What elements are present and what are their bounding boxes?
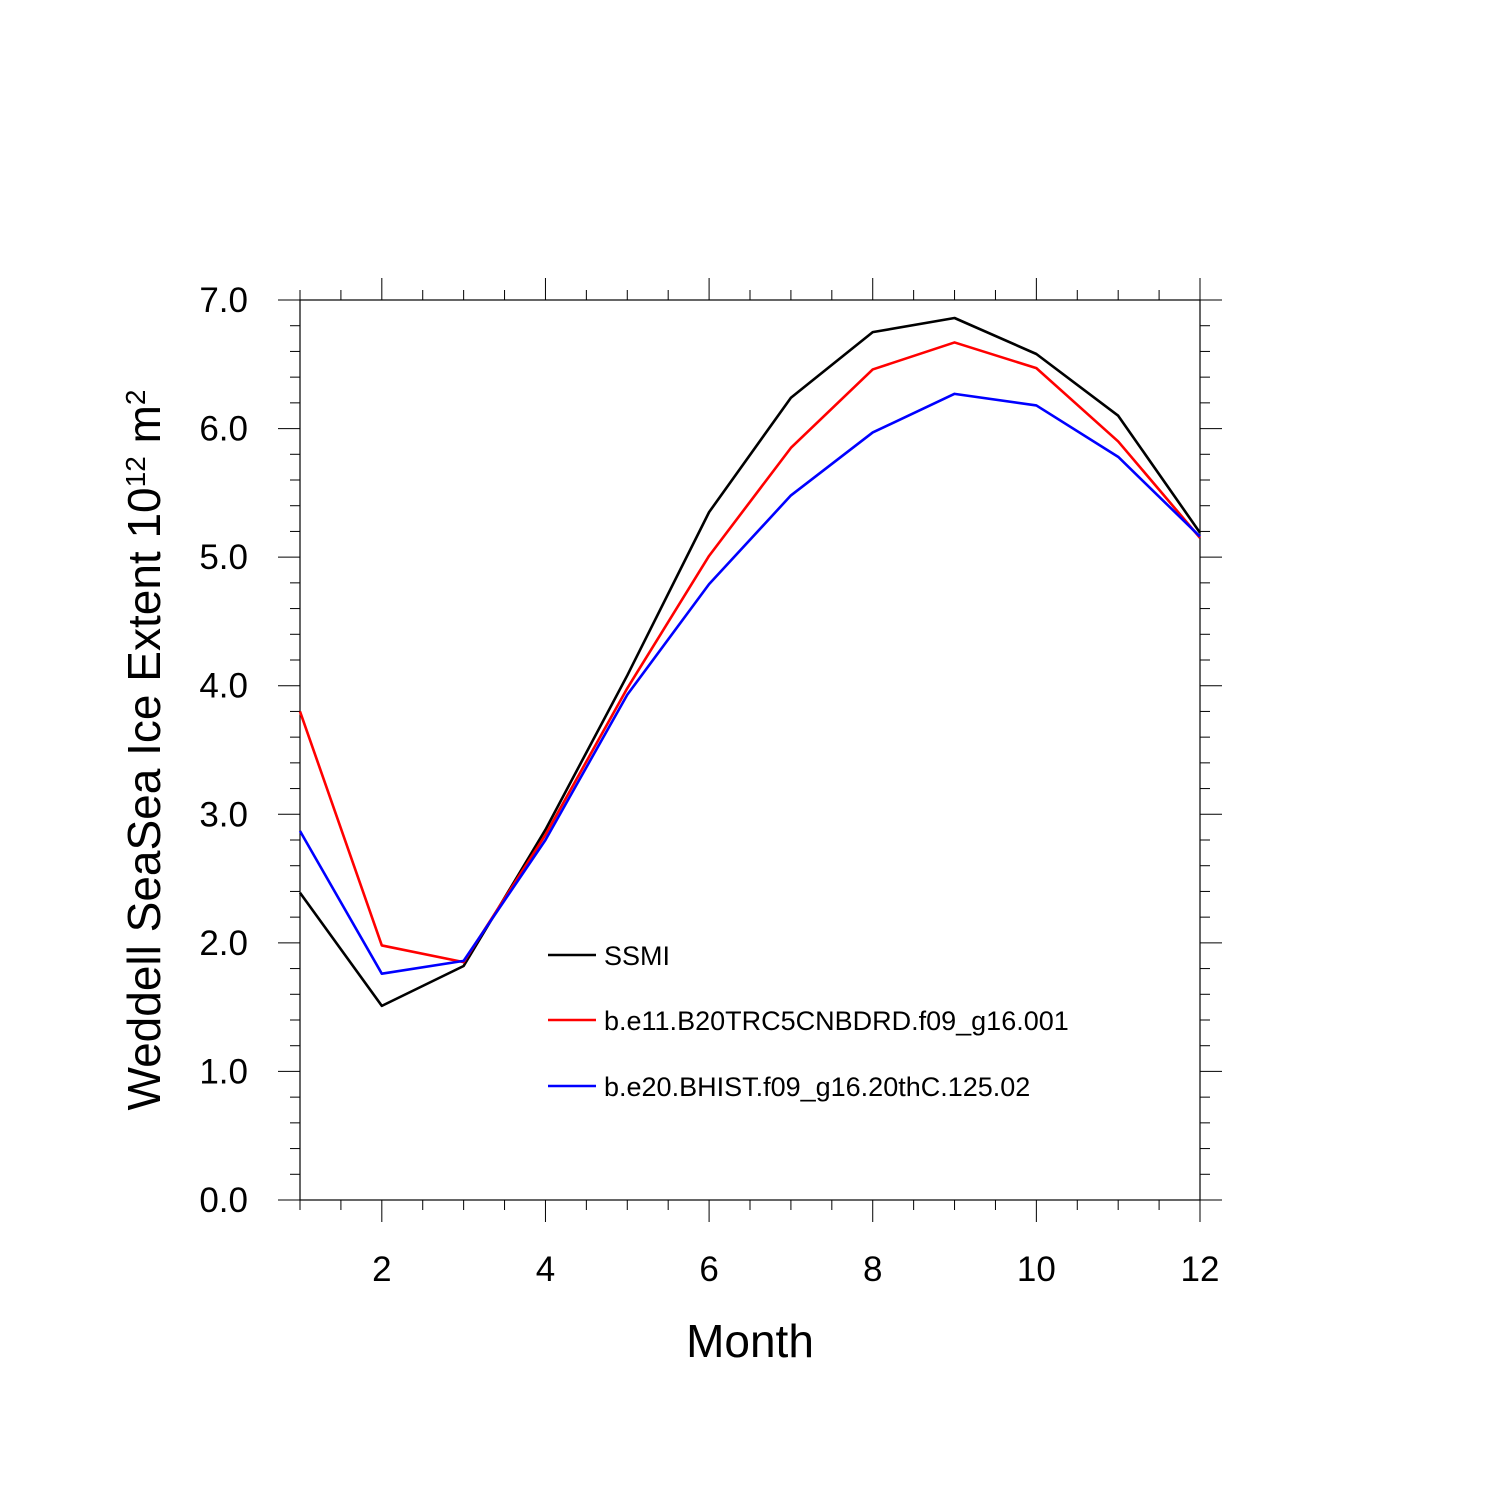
y-axis-title-unit-exponent: 2	[120, 390, 151, 406]
y-tick-label: 2.0	[199, 924, 248, 963]
y-tick-label: 0.0	[199, 1181, 248, 1220]
y-axis-title: Weddell SeaSea Ice Extent 1012 m2	[118, 390, 170, 1111]
x-tick-label: 6	[699, 1250, 718, 1289]
y-tick-label: 7.0	[199, 281, 248, 320]
series-lines	[298, 316, 1202, 1008]
x-tick-label: 4	[536, 1250, 555, 1289]
y-tick-label: 5.0	[199, 538, 248, 577]
axis-ticks: 2 4 6 8 10 12 0.0 1.0 2.0 3.0 4.0 5.0 6.0 7.0	[199, 278, 1222, 1289]
x-tick-label: 10	[1017, 1250, 1056, 1289]
x-tick-label: 8	[863, 1250, 882, 1289]
y-tick-label: 3.0	[199, 795, 248, 834]
legend: SSMI b.e11.B20TRC5CNBDRD.f09_g16.001 b.e20…	[548, 941, 1069, 1102]
y-axis-title-main: Weddell SeaSea Ice Extent 10	[118, 487, 170, 1110]
x-tick-label: 2	[372, 1250, 391, 1289]
series-line-1	[298, 316, 1202, 1008]
series-line-2	[298, 341, 1201, 964]
y-tick-label: 4.0	[199, 667, 248, 706]
y-axis-title-exponent: 12	[120, 456, 151, 487]
y-axis-title-unit: m	[118, 405, 170, 456]
y-tick-label: 1.0	[199, 1052, 248, 1091]
legend-label: SSMI	[604, 941, 670, 971]
legend-label: b.e11.B20TRC5CNBDRD.f09_g16.001	[604, 1006, 1069, 1036]
plot-frame	[299, 299, 1201, 1201]
legend-label: b.e20.BHIST.f09_g16.20thC.125.02	[604, 1072, 1030, 1102]
x-tick-label: 12	[1181, 1250, 1220, 1289]
series-line-3	[298, 392, 1201, 976]
y-tick-label: 6.0	[199, 410, 248, 449]
x-axis-title: Month	[686, 1315, 814, 1367]
